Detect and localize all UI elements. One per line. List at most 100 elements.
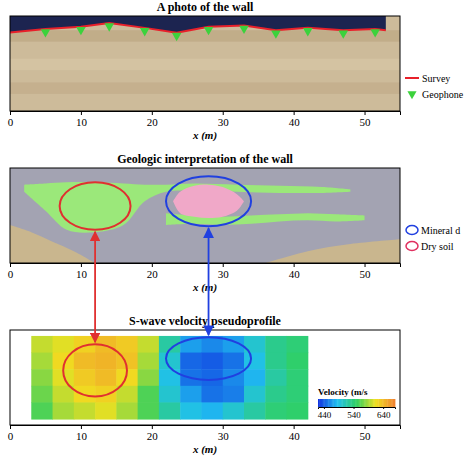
x-tick-mark bbox=[223, 111, 224, 115]
x-axis-title: x (m) bbox=[192, 281, 217, 294]
heatmap-cell bbox=[201, 386, 223, 403]
heatmap-cell bbox=[265, 336, 287, 353]
x-tick-label: 50 bbox=[360, 268, 372, 280]
link-arrow bbox=[208, 228, 210, 335]
x-tick-label: 40 bbox=[289, 116, 301, 128]
x-axis: 01020304050 bbox=[8, 425, 401, 442]
heatmap-cell bbox=[180, 353, 202, 370]
heatmap-cell bbox=[95, 369, 117, 386]
x-tick-mark bbox=[294, 263, 295, 267]
x-tick-label: 0 bbox=[8, 116, 14, 128]
heatmap-cell bbox=[95, 402, 117, 419]
plot-frame bbox=[10, 330, 400, 425]
panel-title: A photo of the wall bbox=[157, 0, 254, 14]
heatmap-cell bbox=[159, 402, 181, 419]
heatmap-cell bbox=[31, 353, 53, 370]
legend-label: Dry soil bbox=[421, 241, 454, 252]
x-tick: 0 bbox=[8, 111, 14, 128]
x-tick: 20 bbox=[147, 263, 159, 280]
heatmap-cell bbox=[159, 386, 181, 403]
colorbar-tick-label: 640 bbox=[377, 410, 391, 420]
geologic-unit bbox=[265, 239, 400, 263]
x-tick: 40 bbox=[289, 111, 301, 128]
x-tick: 40 bbox=[289, 263, 301, 280]
x-axis-line bbox=[11, 426, 401, 430]
colorbar-tick: 440 bbox=[318, 407, 332, 420]
x-tick-label: 30 bbox=[218, 268, 230, 280]
x-tick-mark bbox=[365, 263, 366, 267]
x-tick-mark bbox=[81, 263, 82, 267]
colorbar-tick-mark bbox=[383, 407, 384, 409]
heatmap-cell bbox=[201, 369, 223, 386]
geophone bbox=[303, 28, 313, 36]
heatmap-cell bbox=[74, 353, 96, 370]
x-tick-mark bbox=[81, 111, 82, 115]
x-tick-mark bbox=[294, 425, 295, 429]
heatmap-cell bbox=[53, 402, 75, 419]
survey-line bbox=[10, 23, 386, 33]
colorbar-tick-label: 440 bbox=[318, 410, 332, 420]
geophone bbox=[172, 33, 182, 41]
legend-label: Geophone bbox=[422, 89, 464, 100]
heatmap-cell bbox=[223, 402, 245, 419]
x-tick-mark bbox=[223, 263, 224, 267]
x-tick-mark bbox=[152, 111, 153, 115]
legend-swatch bbox=[406, 242, 418, 251]
x-tick-label: 0 bbox=[8, 430, 14, 442]
x-tick-mark bbox=[10, 111, 11, 115]
x-tick-mark bbox=[10, 425, 11, 429]
heatmap-cell bbox=[244, 386, 266, 403]
panel: S-wave velocity pseudoprofileVelocity (m… bbox=[8, 314, 401, 456]
x-tick: 50 bbox=[360, 111, 372, 128]
geophone bbox=[239, 26, 249, 34]
x-tick-mark bbox=[294, 111, 295, 115]
heatmap-cell bbox=[287, 386, 309, 403]
x-axis-title: x (m) bbox=[192, 129, 217, 142]
x-tick: 50 bbox=[360, 263, 372, 280]
colorbar-title: Velocity (m/s bbox=[318, 387, 368, 397]
geologic-unit bbox=[24, 182, 350, 233]
x-tick: 10 bbox=[76, 263, 88, 280]
heatmap-cell bbox=[265, 353, 287, 370]
panel-title: Geologic interpretation of the wall bbox=[117, 152, 293, 166]
figure: A photo of the wall Survey Geophone 0 10 20 30… bbox=[0, 0, 474, 474]
x-tick-mark bbox=[10, 263, 11, 267]
heatmap-cell bbox=[180, 386, 202, 403]
colorbar: Velocity (m/s 440 540 640 bbox=[318, 387, 396, 420]
plot-area bbox=[10, 168, 400, 263]
x-tick-mark bbox=[152, 425, 153, 429]
x-tick-label: 10 bbox=[76, 116, 88, 128]
colorbar-axis-line bbox=[319, 408, 396, 410]
colorbar-tick: 540 bbox=[347, 407, 361, 420]
heatmap-cell bbox=[53, 336, 75, 353]
x-tick-label: 40 bbox=[289, 268, 301, 280]
x-tick-label: 30 bbox=[218, 116, 230, 128]
heatmap-cell bbox=[138, 336, 160, 353]
x-tick-label: 10 bbox=[76, 268, 88, 280]
x-tick: 30 bbox=[218, 111, 230, 128]
legend-swatch bbox=[406, 226, 418, 235]
x-tick: 30 bbox=[218, 263, 230, 280]
annotation-ellipse bbox=[166, 176, 251, 226]
heatmap-cell bbox=[31, 402, 53, 419]
x-tick-label: 50 bbox=[360, 430, 372, 442]
colorbar-tick-mark bbox=[324, 407, 325, 409]
x-tick: 40 bbox=[289, 425, 301, 442]
x-tick-label: 20 bbox=[147, 430, 159, 442]
heatmap-cell bbox=[287, 336, 309, 353]
x-axis-line bbox=[11, 112, 401, 116]
link-arrow bbox=[94, 232, 96, 343]
heatmap-cell bbox=[180, 402, 202, 419]
legend-swatch bbox=[407, 91, 416, 99]
geophone bbox=[271, 30, 281, 38]
legend-label: Survey bbox=[422, 73, 450, 84]
x-tick-mark bbox=[152, 263, 153, 267]
plot-frame bbox=[10, 16, 400, 111]
x-tick-mark bbox=[365, 425, 366, 429]
x-tick-label: 10 bbox=[76, 430, 88, 442]
plot-frame bbox=[10, 168, 400, 263]
x-axis-title: x (m) bbox=[192, 443, 217, 456]
x-axis-line bbox=[11, 264, 401, 268]
geophone bbox=[140, 28, 150, 36]
x-tick-label: 20 bbox=[147, 268, 159, 280]
